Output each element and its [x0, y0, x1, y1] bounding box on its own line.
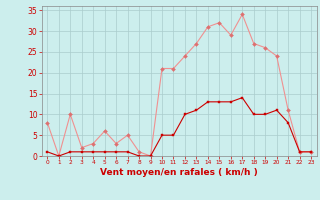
X-axis label: Vent moyen/en rafales ( km/h ): Vent moyen/en rafales ( km/h ): [100, 168, 258, 177]
